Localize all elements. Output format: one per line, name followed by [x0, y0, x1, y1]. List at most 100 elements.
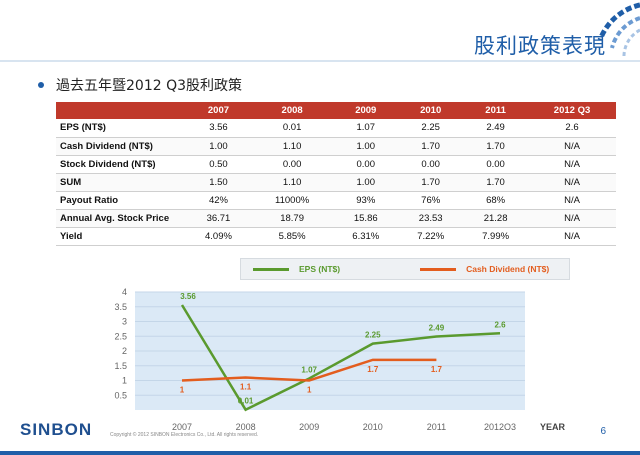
table-row: Stock Dividend (NT$) 0.50 0.00 0.00 0.00 0.00… — [56, 155, 616, 174]
table-row-label: Annual Avg. Stock Price — [56, 209, 186, 228]
data-label: 2.6 — [494, 320, 506, 329]
table-header-cell: 2011 — [463, 102, 529, 119]
table-cell: 42% — [186, 191, 251, 210]
table-cell: 0.00 — [398, 155, 464, 174]
table-cell: N/A — [528, 173, 616, 192]
data-label: 1 — [307, 386, 312, 395]
table-header-cell — [56, 102, 186, 119]
x-tick-label: 2009 — [299, 422, 319, 430]
title-divider — [0, 60, 640, 62]
table-cell: 0.50 — [186, 155, 251, 174]
table-cell: 7.22% — [398, 227, 464, 246]
table-cell: N/A — [528, 155, 616, 174]
chart-legend: EPS (NT$) Cash Dividend (NT$) — [240, 258, 570, 280]
data-label: 1.7 — [367, 365, 379, 374]
table-cell: 93% — [333, 191, 399, 210]
data-label: 0.01 — [238, 397, 254, 406]
table-cell: 1.00 — [186, 137, 251, 156]
table-cell: 1.50 — [186, 173, 251, 192]
table-header-row: 2007 2008 2009 2010 2011 2012 Q3 — [56, 102, 616, 119]
table-header-cell: 2009 — [333, 102, 399, 119]
legend-item-eps: EPS (NT$) — [253, 264, 340, 274]
table-cell: 1.70 — [463, 173, 529, 192]
table-cell: 1.10 — [250, 173, 334, 192]
table-row: Cash Dividend (NT$) 1.00 1.10 1.00 1.70 1.70 N… — [56, 137, 616, 156]
table-cell: 0.00 — [463, 155, 529, 174]
table-row: SUM 1.50 1.10 1.00 1.70 1.70 N/A — [56, 173, 616, 192]
table-cell: 0.00 — [250, 155, 334, 174]
logo-arc-icon — [597, 2, 640, 59]
table-cell: 1.00 — [333, 173, 399, 192]
legend-line-cash-dividend — [420, 267, 457, 271]
table-cell: 21.28 — [463, 209, 529, 228]
footer-stripe — [0, 451, 640, 455]
table-cell: 0.00 — [333, 155, 399, 174]
x-tick-label: 2010 — [363, 422, 383, 430]
table-header-cell: 2007 — [186, 102, 251, 119]
table-row-label: Yield — [56, 227, 186, 246]
y-tick-label: 1 — [122, 376, 127, 386]
table-cell: 6.31% — [333, 227, 399, 246]
table-cell: 3.56 — [186, 119, 251, 138]
table-cell: 2.25 — [398, 119, 464, 138]
x-tick-label: 2008 — [236, 422, 256, 430]
table-row-label: Cash Dividend (NT$) — [56, 137, 186, 156]
legend-label-cash-dividend: Cash Dividend (NT$) — [466, 264, 550, 274]
y-tick-label: 3.5 — [114, 302, 127, 312]
x-tick-label: 2011 — [427, 422, 446, 430]
eps-dividend-chart: 0.5 1 1.5 2 2.5 3 3.5 4 2007 2008 2009 2010 2011 2012… — [114, 287, 566, 430]
table-cell: N/A — [528, 137, 616, 156]
table-row: EPS (NT$) 3.56 0.01 1.07 2.25 2.49 2.6 — [56, 119, 616, 138]
page-number: 6 — [600, 426, 606, 437]
table-row-label: Stock Dividend (NT$) — [56, 155, 186, 174]
table-cell: 2.6 — [528, 119, 616, 138]
table-cell: 1.07 — [333, 119, 399, 138]
table-row-label: Payout Ratio — [56, 191, 186, 210]
table-header-cell: 2008 — [250, 102, 334, 119]
table-row-label: EPS (NT$) — [56, 119, 186, 138]
y-tick-label: 1.5 — [114, 361, 127, 371]
dividend-table: 2007 2008 2009 2010 2011 2012 Q3 EPS (NT… — [56, 102, 616, 246]
legend-item-cash-dividend: Cash Dividend (NT$) — [420, 264, 549, 274]
table-header-cell: 2012 Q3 — [528, 102, 616, 119]
table-cell: 0.01 — [250, 119, 334, 138]
table-row: Payout Ratio 42% 11000% 93% 76% 68% N/A — [56, 191, 616, 210]
table-cell: N/A — [528, 227, 616, 246]
data-label: 1 — [180, 386, 185, 395]
table-cell: 1.70 — [398, 173, 464, 192]
data-label: 2.25 — [365, 331, 381, 340]
data-label: 1.7 — [431, 365, 443, 374]
table-cell: 76% — [398, 191, 464, 210]
y-tick-label: 4 — [122, 287, 127, 297]
x-tick-label: 2012Q3 — [484, 422, 516, 430]
y-tick-label: 0.5 — [114, 390, 127, 400]
table-cell: 11000% — [250, 191, 334, 210]
y-tick-label: 3 — [122, 317, 127, 327]
y-tick-label: 2 — [122, 346, 127, 356]
bullet-text: 過去五年暨2012 Q3股利政策 — [56, 78, 243, 94]
table-cell: 18.79 — [250, 209, 334, 228]
legend-label-eps: EPS (NT$) — [299, 264, 341, 274]
y-tick-label: 2.5 — [114, 331, 127, 341]
bullet-icon — [38, 82, 44, 88]
table-cell: N/A — [528, 191, 616, 210]
data-label: 1.07 — [301, 365, 317, 374]
x-axis-label: YEAR — [540, 422, 566, 430]
table-cell: 5.85% — [250, 227, 334, 246]
data-label: 3.56 — [180, 292, 196, 301]
table-cell: 36.71 — [186, 209, 251, 228]
table-cell: 1.00 — [333, 137, 399, 156]
copyright-text: Copyright © 2012 SINBON Electronics Co.,… — [110, 432, 259, 438]
table-header-cell: 2010 — [398, 102, 464, 119]
sinbon-logo: SINBON — [20, 420, 93, 439]
table-cell: 23.53 — [398, 209, 464, 228]
bullet-row: 過去五年暨2012 Q3股利政策 — [38, 75, 242, 95]
legend-line-eps — [253, 267, 289, 271]
table-cell: 4.09% — [186, 227, 251, 246]
table-cell: 1.70 — [463, 137, 529, 156]
data-label: 1.1 — [240, 383, 252, 392]
series-line-1 — [181, 358, 437, 382]
table-cell: 2.49 — [463, 119, 529, 138]
table-row-label: SUM — [56, 173, 186, 192]
series-line-0 — [180, 304, 501, 412]
